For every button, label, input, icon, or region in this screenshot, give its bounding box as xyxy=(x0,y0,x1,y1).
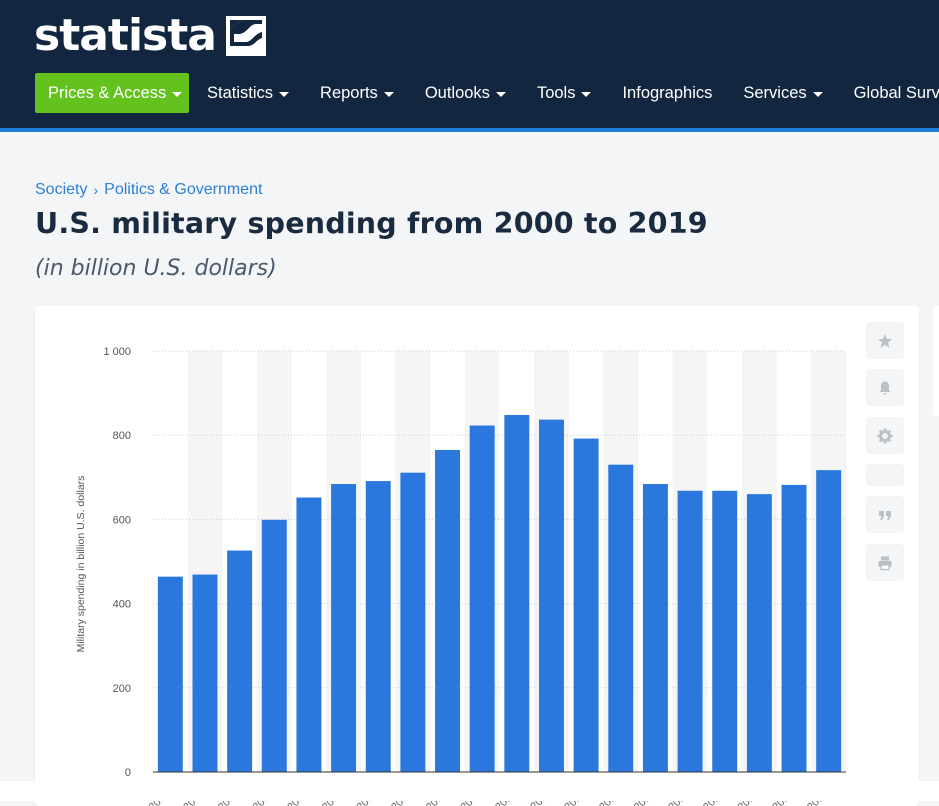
nav-item-label: Prices & Access xyxy=(48,83,167,102)
nav-item-outlooks[interactable]: Outlooks xyxy=(425,73,506,113)
bar-2008 xyxy=(435,449,460,772)
caret-down-icon xyxy=(581,91,592,97)
bar-2015 xyxy=(677,490,703,772)
bar-2006 xyxy=(365,481,391,772)
gear-icon xyxy=(877,428,893,443)
bar-2010 xyxy=(504,414,530,772)
nav-item-label: Infographics xyxy=(622,83,713,102)
quote-icon xyxy=(879,510,891,520)
caret-down-icon xyxy=(812,91,823,97)
top-header: statista Prices & Access Statistics Report… xyxy=(0,0,939,128)
bar-2012 xyxy=(573,438,599,772)
bar-2019 xyxy=(816,470,842,772)
breadcrumb-politics-government[interactable]: Politics & Government xyxy=(104,181,263,198)
nav-item-label: Global Surve xyxy=(853,83,939,102)
cite-button[interactable] xyxy=(866,496,904,533)
y-tick-label: 0 xyxy=(125,767,131,779)
header-accent-stripe xyxy=(0,128,939,132)
nav-item-global-surve[interactable]: Global Surve xyxy=(854,73,939,113)
side-panel-edge xyxy=(933,306,939,416)
bar-2003 xyxy=(261,519,287,772)
logo-mark-icon xyxy=(225,16,266,56)
y-tick-label: 1 000 xyxy=(103,346,131,358)
nav-item-label: Statistics xyxy=(207,83,274,102)
bar-2017 xyxy=(746,494,772,772)
y-tick-label: 200 xyxy=(113,683,131,695)
settings-button[interactable] xyxy=(866,417,904,454)
bottom-edge xyxy=(0,781,939,801)
logo-wordmark: statista xyxy=(34,10,217,61)
breadcrumb-separator: › xyxy=(93,182,99,198)
bar-2011 xyxy=(539,419,564,772)
bar-2001 xyxy=(192,574,218,772)
nav-item-infographics[interactable]: Infographics xyxy=(622,73,712,113)
caret-down-icon xyxy=(279,91,290,97)
statista-logo[interactable]: statista xyxy=(34,13,266,59)
nav-item-tools[interactable]: Tools xyxy=(537,73,592,113)
y-axis-title: Military spending in billion U.S. dollar… xyxy=(75,476,87,653)
star-icon xyxy=(878,333,892,348)
bar-2016 xyxy=(712,490,738,772)
print-icon xyxy=(878,556,892,570)
bar-2013 xyxy=(608,464,634,772)
bar-2007 xyxy=(400,472,426,772)
notification-button[interactable] xyxy=(866,369,904,406)
bar-2002 xyxy=(227,550,253,772)
nav-item-label: Outlooks xyxy=(424,83,490,102)
bar-2005 xyxy=(331,484,357,772)
caret-down-icon xyxy=(172,91,183,97)
bar-2009 xyxy=(469,425,495,772)
main-nav: Prices & Access Statistics Reports Outlooks… xyxy=(35,73,939,113)
y-tick-label: 400 xyxy=(113,599,131,611)
caret-down-icon xyxy=(495,91,506,97)
caret-down-icon xyxy=(383,91,394,97)
nav-item-statistics[interactable]: Statistics xyxy=(207,73,290,113)
page-subtitle: (in billion U.S. dollars) xyxy=(35,256,277,281)
nav-item-services[interactable]: Services xyxy=(743,73,823,113)
nav-item-prices-access[interactable]: Prices & Access xyxy=(35,73,189,113)
breadcrumb: Society › Politics & Government xyxy=(35,181,262,199)
blank-tool-button[interactable] xyxy=(866,464,904,486)
y-tick-label: 800 xyxy=(113,430,131,442)
bar-2014 xyxy=(642,484,668,772)
y-tick-label: 600 xyxy=(113,514,131,526)
bar-2000 xyxy=(157,576,183,772)
nav-item-label: Tools xyxy=(536,83,576,102)
bar-2018 xyxy=(781,484,807,772)
nav-item-label: Reports xyxy=(320,83,378,102)
nav-item-label: Services xyxy=(743,83,807,102)
bell-icon xyxy=(879,381,891,395)
favorite-button[interactable] xyxy=(866,322,904,359)
page-title: U.S. military spending from 2000 to 2019 xyxy=(35,207,708,240)
nav-item-reports[interactable]: Reports xyxy=(320,73,394,113)
print-button[interactable] xyxy=(866,544,904,581)
bar-2004 xyxy=(296,497,322,772)
breadcrumb-society[interactable]: Society xyxy=(35,181,88,198)
main-content: Society › Politics & Government U.S. mil… xyxy=(0,132,939,806)
